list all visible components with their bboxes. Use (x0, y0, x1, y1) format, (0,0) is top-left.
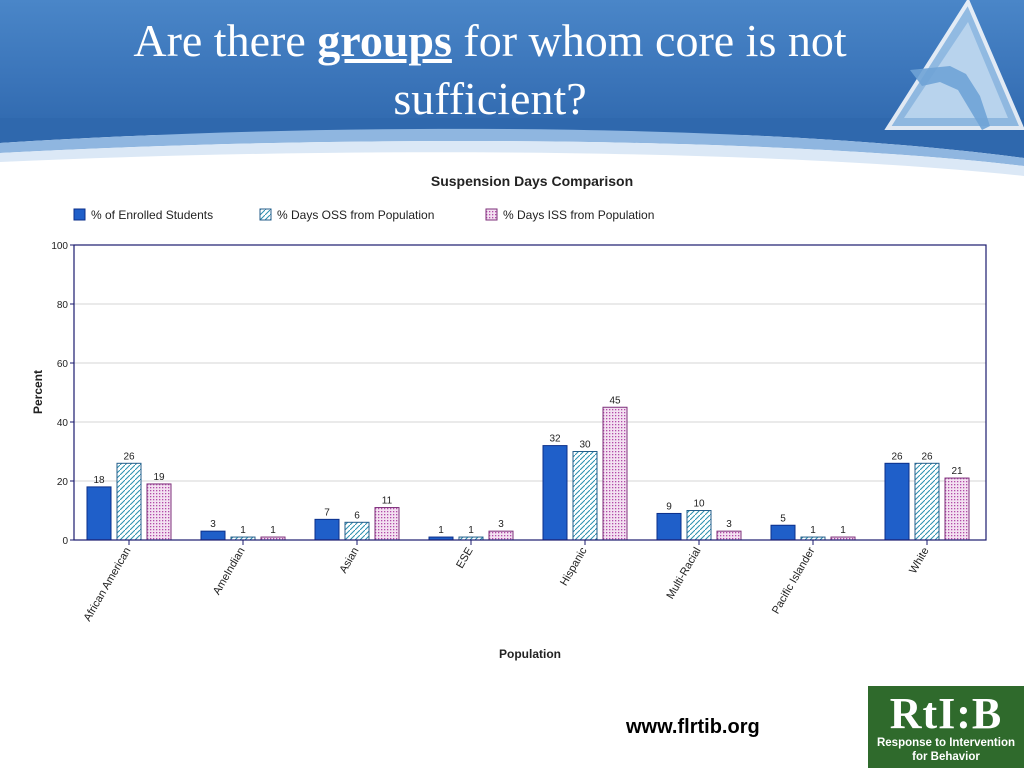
footer-url[interactable]: www.flrtib.org (626, 716, 760, 738)
bar (146, 483, 172, 541)
data-label: 26 (921, 451, 933, 462)
y-tick-label: 80 (57, 300, 69, 311)
suspension-chart: Suspension Days Comparison % of Enrolled… (31, 173, 987, 661)
bar (602, 406, 628, 541)
data-label: 32 (549, 434, 561, 445)
x-tick-label: Hispanic (558, 545, 590, 588)
bar (914, 462, 940, 541)
plot-frame (73, 244, 987, 541)
y-tick-label: 0 (62, 536, 68, 547)
legend-swatch (485, 208, 498, 221)
data-label: 3 (210, 519, 216, 530)
data-label: 1 (468, 525, 474, 536)
bar (686, 510, 712, 541)
x-tick-label: AmeIndian (211, 546, 248, 598)
data-label: 1 (270, 525, 276, 536)
data-label: 26 (891, 451, 903, 462)
bar (488, 530, 514, 541)
x-tick-label: White (907, 546, 931, 576)
slide-title: Are there groups for whom core is not su… (40, 12, 940, 128)
data-label: 1 (240, 525, 246, 536)
y-tick-label: 40 (57, 418, 69, 429)
data-label: 30 (579, 440, 591, 451)
bar (884, 462, 910, 541)
title-keyword: groups (317, 15, 452, 66)
y-tick-label: 60 (57, 359, 69, 370)
bar (542, 445, 568, 541)
bar (200, 530, 226, 541)
data-label: 11 (382, 496, 393, 507)
x-tick-label: African American (82, 546, 134, 624)
bar (716, 530, 742, 541)
rtib-logo-subtitle-2: for Behavior (912, 751, 980, 763)
y-tick-label: 100 (51, 241, 68, 252)
legend-label: % of Enrolled Students (91, 208, 213, 222)
y-axis-label: Percent (31, 370, 45, 414)
chart-bars (86, 406, 970, 541)
data-label: 5 (780, 513, 786, 524)
chart-title: Suspension Days Comparison (431, 173, 633, 189)
y-axis-ticks: 0 20 40 60 80 100 (51, 241, 74, 547)
bar (374, 507, 400, 541)
data-label: 9 (666, 501, 672, 512)
x-axis-label: Population (499, 647, 561, 661)
bar (572, 451, 598, 541)
bar (116, 462, 142, 541)
florida-triangle-logo (884, 0, 1024, 130)
chart-legend: % of Enrolled Students % Days OSS from Po… (73, 208, 654, 222)
data-label: 1 (810, 525, 816, 536)
bar (656, 512, 682, 541)
data-label: 1 (438, 525, 444, 536)
data-label: 21 (951, 466, 963, 477)
rtib-logo-subtitle-1: Response to Intervention (876, 737, 1016, 749)
data-label: 18 (93, 475, 105, 486)
data-label: 26 (123, 451, 135, 462)
bar (344, 521, 370, 541)
x-tick-label: Asian (337, 546, 361, 576)
data-label: 3 (726, 519, 732, 530)
chart-gridlines (74, 244, 986, 541)
x-axis-ticks: African American AmeIndian Asian ESE Hispani… (82, 540, 932, 624)
title-text-post: for whom core is not sufficient? (393, 15, 847, 124)
data-label: 7 (324, 507, 330, 518)
data-label: 10 (693, 499, 705, 510)
x-tick-label: Pacific Islander (770, 545, 818, 616)
data-label: 3 (498, 519, 504, 530)
x-tick-label: Multi-Racial (664, 546, 703, 602)
legend-swatch (259, 208, 272, 221)
bar (314, 518, 340, 541)
legend-swatch (73, 208, 86, 221)
data-label: 19 (153, 472, 165, 483)
bar (770, 524, 796, 541)
legend-label: % Days ISS from Population (503, 208, 654, 222)
title-text-pre: Are there (133, 15, 318, 66)
header-swoosh (0, 118, 1024, 176)
y-tick-label: 20 (57, 477, 69, 488)
rtib-logo-mark: RtI:B (889, 689, 1003, 738)
data-label: 45 (609, 395, 621, 406)
bar (944, 477, 970, 541)
rtib-logo: RtI:B Response to Intervention for Behav… (868, 686, 1024, 768)
data-label: 1 (840, 525, 846, 536)
legend-label: % Days OSS from Population (277, 208, 434, 222)
header-band (0, 0, 1024, 135)
bar (86, 486, 112, 541)
data-label: 6 (354, 510, 360, 521)
x-tick-label: ESE (454, 546, 475, 571)
